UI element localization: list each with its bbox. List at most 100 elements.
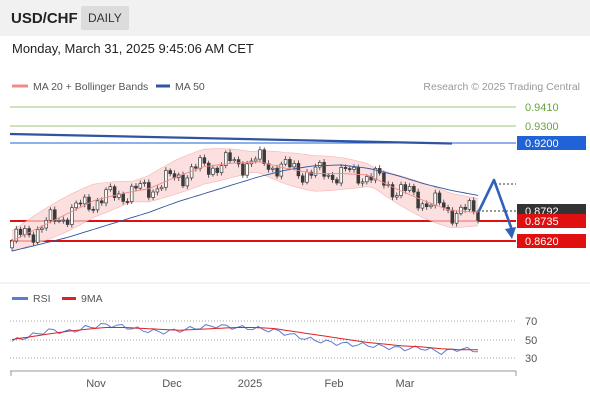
candle-body [412,186,416,193]
candle-body [262,149,266,164]
candle-body [219,165,224,173]
price-tag-0.8735 [517,214,586,228]
candle-body [271,167,275,170]
candle-body [335,179,339,184]
price-label-0.9410: 0.9410 [525,102,559,114]
candle-body [194,166,198,169]
candle-body [53,209,57,222]
candle-body [61,219,66,222]
candle-body [313,166,318,176]
candle-body [326,174,331,177]
legend-rsi-ma-swatch [62,297,76,300]
candle-body [365,176,369,183]
candle-body [14,228,19,242]
candle-body [360,181,365,184]
bollinger-band-layer [11,148,479,252]
projection-arrow-head [505,227,516,239]
candle-body [471,200,476,213]
candle-body [151,191,155,198]
candle-body [437,192,442,204]
ma50-long-trendline [9,132,453,145]
candle-body [57,220,61,222]
candle-body [138,183,143,189]
candle-body [356,166,361,184]
chart-header: USD/CHF DAILY [0,0,590,36]
candle-body [463,206,467,210]
candle-body [112,186,117,198]
candle-body [253,158,258,162]
candle-body [241,163,245,176]
candle-body [347,168,352,170]
candle-body [104,189,108,204]
bollinger-band-area [12,148,478,252]
candle-body [48,209,53,221]
candle-body [10,240,14,249]
candle-body [467,200,472,210]
price-tag-0.8620 [517,234,586,248]
price-label-0.8620: 0.8620 [525,236,559,248]
candle-body [40,227,44,230]
x-label-nov: Nov [86,378,106,390]
x-label-mar: Mar [396,378,415,390]
candle-body [74,202,78,209]
candle-body [159,186,164,190]
candle-body [433,192,437,206]
instrument-title: USD/CHF [11,10,78,27]
candle-body [305,171,309,183]
candle-body [288,159,292,168]
candle-body [142,182,147,184]
chart-datetime: Monday, March 31, 2025 9:45:06 AM CET [12,41,254,56]
candle-body [31,234,36,243]
candle-body [155,188,160,193]
rsi-line [11,322,479,356]
ma50-line [11,164,479,252]
candle-body [91,208,95,211]
price-label-0.9200: 0.9200 [525,138,559,150]
x-label-2025: 2025 [238,378,262,390]
candle-body [330,174,335,180]
candle-body [476,211,480,221]
candle-body [343,167,348,169]
candle-body [18,228,23,235]
bollinger-lower-line [11,171,479,252]
price-label-0.8735: 0.8735 [525,216,559,228]
candle-body [279,163,284,177]
legend-rsi-ma-label: 9MA [81,293,103,305]
candle-body [395,195,399,198]
candle-body [198,157,202,169]
candle-body [424,203,429,208]
candle-body [164,170,168,188]
candle-body [202,157,207,164]
candle-body [228,152,232,162]
price-label-0.9300: 0.9300 [525,121,559,133]
candle-body [352,166,356,170]
candle-body [125,201,130,203]
candle-body [147,182,151,198]
x-label-feb: Feb [325,378,344,390]
candle-body [211,167,215,175]
candle-body [224,152,228,166]
candle-body [318,162,322,168]
rsi-tick-70: 70 [525,316,537,328]
candle-body [108,186,113,191]
candle-body [292,163,296,168]
candle-body [215,167,219,173]
candle-body [181,174,185,187]
x-label-dec: Dec [162,378,182,390]
legend-bollinger-swatch [12,84,28,88]
legend-ma50-swatch [156,84,170,88]
candle-body [309,171,314,176]
timeframe-badge[interactable]: DAILY [81,6,129,30]
candle-body [134,185,138,189]
candle-body [95,200,100,211]
rsi-tick-50: 50 [525,335,537,347]
candle-body [189,166,194,179]
candle-body [322,162,326,177]
candle-body [65,219,70,225]
candle-body [450,209,455,224]
projection-arrow-path [477,178,514,231]
legend-rsi-swatch [12,297,28,300]
candle-body [129,185,134,202]
candle-body [70,207,74,225]
